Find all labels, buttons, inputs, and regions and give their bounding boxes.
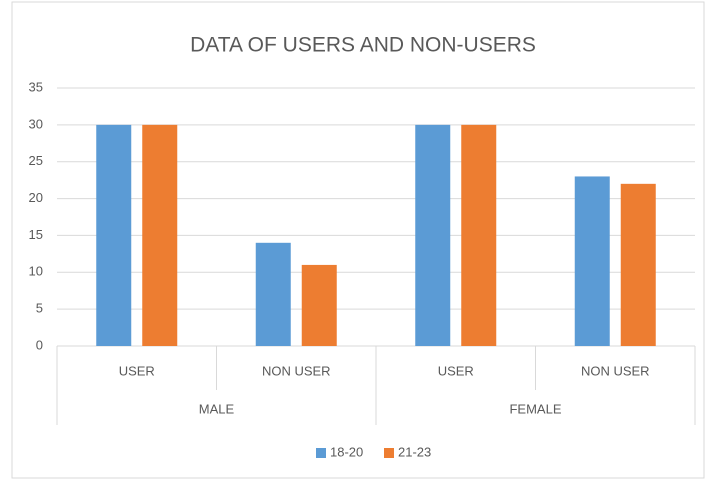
y-tick-label: 15 (29, 227, 43, 242)
legend-label: 18-20 (330, 444, 363, 459)
bar (461, 124, 497, 346)
x-tick-label: USER (119, 363, 155, 378)
bar (96, 124, 132, 346)
group-label: MALE (199, 401, 235, 416)
bar (620, 183, 656, 346)
y-tick-label: 10 (29, 264, 43, 279)
y-tick-label: 30 (29, 116, 43, 131)
legend-label: 21-23 (398, 444, 431, 459)
legend-swatch (316, 448, 326, 458)
chart-title: DATA OF USERS AND NON-USERS (190, 34, 536, 57)
bar (574, 176, 610, 346)
bar (255, 242, 291, 346)
x-tick-label: NON USER (581, 363, 650, 378)
y-tick-label: 20 (29, 190, 43, 205)
bar (415, 124, 451, 346)
legend-swatch (384, 448, 394, 458)
y-tick-label: 35 (29, 79, 43, 94)
bar (142, 124, 178, 346)
x-tick-label: NON USER (262, 363, 331, 378)
y-tick-label: 0 (36, 337, 43, 352)
bar (301, 264, 337, 346)
y-tick-label: 5 (36, 301, 43, 316)
y-tick-label: 25 (29, 153, 43, 168)
x-tick-label: USER (438, 363, 474, 378)
group-label: FEMALE (509, 401, 561, 416)
